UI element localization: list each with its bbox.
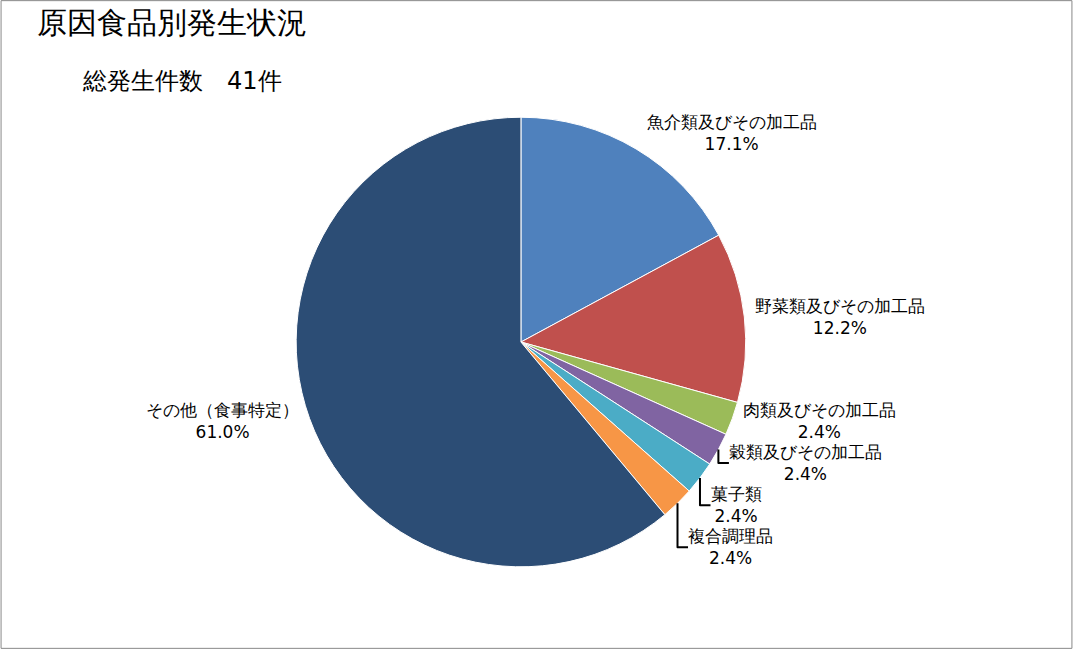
svg-text:原因食品別発生状況: 原因食品別発生状況 <box>37 5 307 40</box>
svg-text:野菜類及びその加工品12.2%: 野菜類及びその加工品12.2% <box>755 296 925 338</box>
svg-text:穀類及びその加工品2.4%: 穀類及びその加工品2.4% <box>729 442 882 484</box>
svg-text:総発生件数 41件: 総発生件数 41件 <box>82 67 282 95</box>
svg-text:肉類及びその加工品2.4%: 肉類及びその加工品2.4% <box>743 400 896 442</box>
svg-text:複合調理品2.4%: 複合調理品2.4% <box>688 526 773 568</box>
svg-text:魚介類及びその加工品17.1%: 魚介類及びその加工品17.1% <box>647 112 817 154</box>
svg-text:その他（食事特定）61.0%: その他（食事特定）61.0% <box>146 400 299 442</box>
svg-text:菓子類2.4%: 菓子類2.4% <box>711 484 762 526</box>
